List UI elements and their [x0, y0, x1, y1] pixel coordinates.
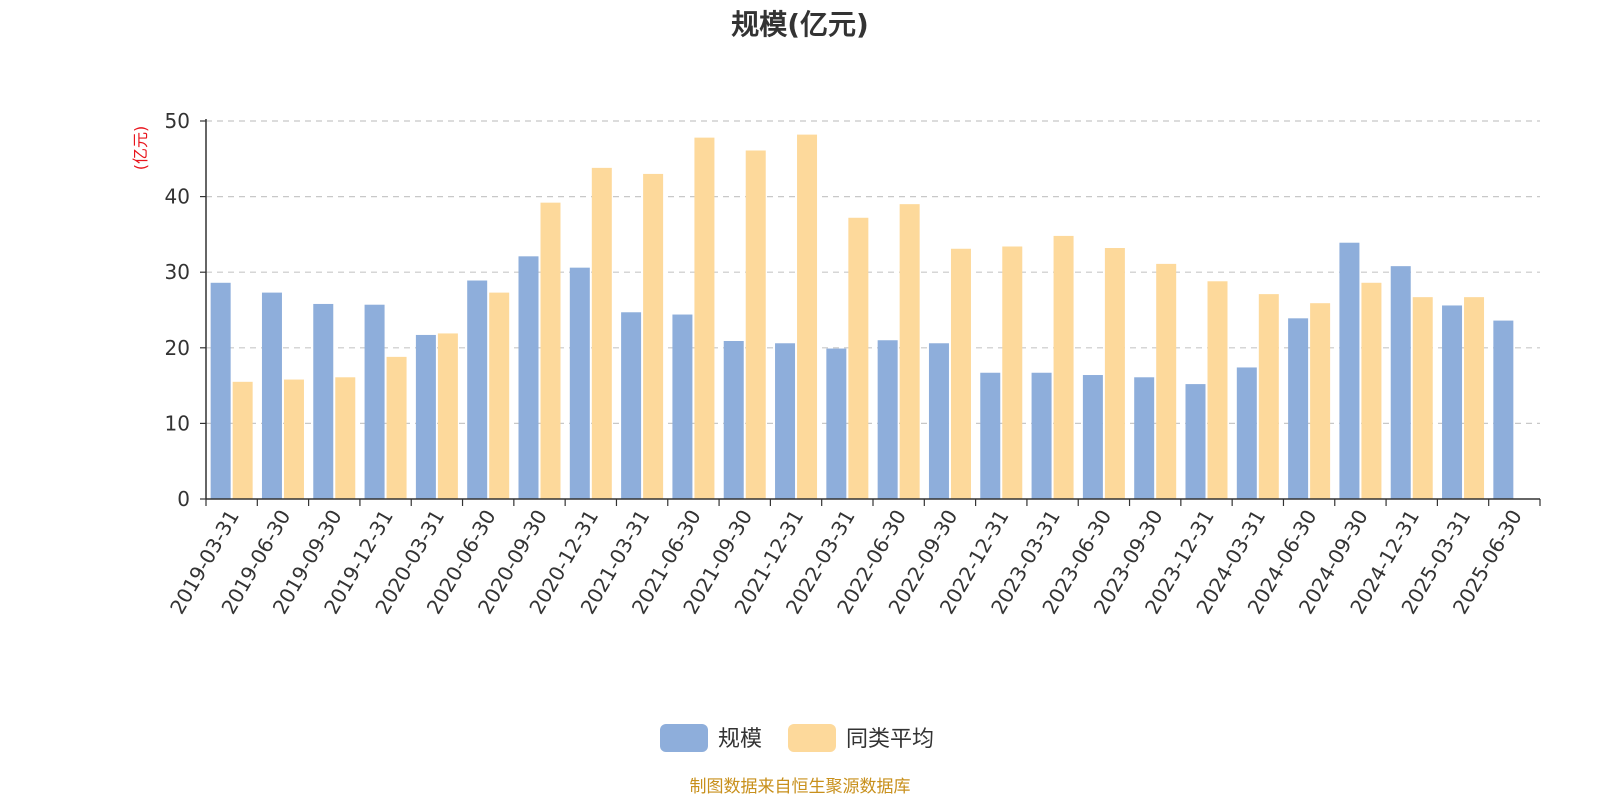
bar-guimo	[313, 303, 334, 499]
y-tick-label: 20	[165, 336, 190, 360]
bar-guimo	[210, 282, 231, 499]
bar-tonglei-pingjun	[1412, 297, 1433, 499]
bar-guimo	[364, 304, 385, 499]
y-tick-label: 30	[165, 260, 190, 284]
y-tick-label: 10	[165, 411, 190, 435]
bar-tonglei-pingjun	[1310, 303, 1331, 499]
bar-tonglei-pingjun	[1156, 263, 1177, 499]
bar-guimo	[1493, 320, 1514, 499]
bar-tonglei-pingjun	[950, 248, 971, 499]
bar-guimo	[826, 348, 847, 499]
bar-tonglei-pingjun	[1258, 294, 1279, 499]
bar-guimo	[1134, 377, 1155, 499]
bar-guimo	[261, 292, 282, 499]
y-tick-label: 40	[165, 185, 190, 209]
legend-swatch	[660, 724, 708, 752]
bar-guimo	[518, 256, 539, 499]
y-axis-unit: (亿元)	[131, 126, 150, 171]
legend: 规模 同类平均	[660, 724, 934, 752]
bar-guimo	[1236, 367, 1257, 499]
bar-guimo	[1031, 372, 1052, 499]
bar-tonglei-pingjun	[540, 202, 561, 499]
bar-tonglei-pingjun	[437, 333, 458, 499]
bar-tonglei-pingjun	[643, 173, 664, 500]
bar-guimo	[775, 343, 796, 499]
bar-tonglei-pingjun	[1002, 246, 1023, 499]
bar-guimo	[1339, 242, 1360, 499]
bar-tonglei-pingjun	[489, 292, 510, 499]
bar-guimo	[723, 340, 744, 499]
x-axis-ticks: 2019-03-312019-06-302019-09-302019-12-31…	[165, 499, 1541, 618]
bar-guimo	[980, 372, 1001, 499]
y-axis-ticks: 0 10 20 30 40 50	[165, 109, 206, 511]
chart-title: 规模(亿元)	[731, 8, 869, 41]
bar-tonglei-pingjun	[386, 356, 407, 499]
bar-guimo	[467, 280, 488, 499]
bar-tonglei-pingjun	[1464, 297, 1485, 499]
bar-tonglei-pingjun	[335, 377, 356, 499]
bar-guimo	[1082, 375, 1103, 499]
bar-guimo	[672, 314, 693, 499]
bar-guimo	[621, 312, 642, 499]
bar-guimo	[415, 334, 436, 499]
legend-swatch	[788, 724, 836, 752]
bar-tonglei-pingjun	[1053, 235, 1074, 500]
bar-guimo	[569, 267, 590, 499]
data-source-note: 制图数据来自恒生聚源数据库	[690, 777, 911, 797]
bar-guimo	[1390, 266, 1411, 499]
y-tick-label: 0	[177, 487, 190, 511]
bar-guimo	[1442, 305, 1463, 499]
bar-tonglei-pingjun	[899, 204, 920, 499]
bars	[210, 134, 1514, 500]
bar-tonglei-pingjun	[1207, 281, 1228, 499]
bar-guimo	[1185, 384, 1206, 499]
bar-tonglei-pingjun	[848, 217, 869, 499]
bar-guimo	[877, 340, 898, 499]
bar-tonglei-pingjun	[1361, 282, 1382, 499]
bar-tonglei-pingjun	[283, 379, 304, 499]
bar-guimo	[928, 343, 949, 499]
y-tick-label: 50	[165, 109, 190, 133]
bar-tonglei-pingjun	[591, 167, 612, 499]
bar-tonglei-pingjun	[1104, 248, 1125, 499]
legend-label: 同类平均	[846, 727, 934, 752]
bar-tonglei-pingjun	[745, 150, 766, 499]
bar-tonglei-pingjun	[694, 137, 715, 499]
bar-tonglei-pingjun	[797, 134, 818, 499]
legend-label: 规模	[718, 727, 762, 752]
bar-guimo	[1288, 318, 1309, 499]
bar-tonglei-pingjun	[232, 381, 253, 499]
